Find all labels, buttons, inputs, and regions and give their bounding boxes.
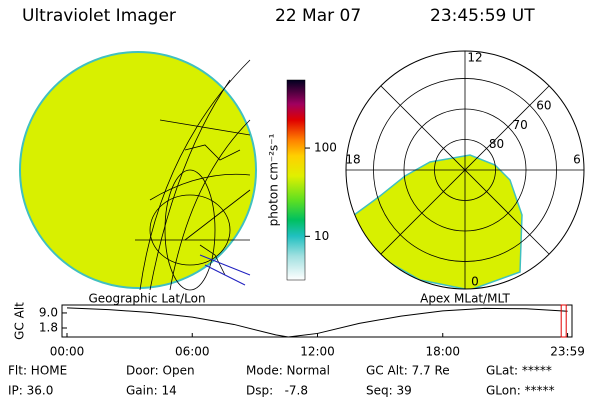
status-field: GC Alt: 7.7 Re — [366, 364, 450, 378]
date: 22 Mar 07 — [275, 6, 361, 26]
globe-image — [19, 51, 257, 291]
x-tick-label: 12:00 — [300, 345, 335, 359]
title: Ultraviolet Imager — [22, 6, 176, 26]
lat-ring — [434, 139, 496, 201]
status-field: IP: 36.0 — [8, 384, 53, 398]
status-field: GLon: ***** — [486, 384, 555, 398]
status-field: Dsp: -7.8 — [246, 384, 308, 398]
colorbar — [286, 79, 306, 281]
status-field: Door: Open — [126, 364, 195, 378]
y-axis-label: GC Alt — [13, 302, 27, 340]
status-field: Seq: 39 — [366, 384, 412, 398]
x-tick-label: 18:00 — [425, 345, 460, 359]
altitude-line — [66, 307, 568, 338]
mlt-label: 0 — [471, 275, 479, 289]
lat-ring-label: 70 — [513, 118, 528, 132]
status-field: Flt: HOME — [8, 364, 67, 378]
mlt-label: 18 — [345, 153, 360, 167]
altitude-frame — [61, 304, 573, 338]
panel-label: Apex MLat/MLT — [420, 292, 510, 306]
mlt-label: 6 — [573, 153, 581, 167]
lat-ring-label: 80 — [489, 137, 504, 151]
status-field: Mode: Normal — [246, 364, 330, 378]
x-tick-label: 00:00 — [50, 345, 85, 359]
lat-ring-label: 60 — [536, 99, 551, 113]
x-tick-label: 23:59 — [550, 345, 585, 359]
status-field: Gain: 14 — [126, 384, 177, 398]
time: 23:45:59 UT — [430, 6, 535, 26]
colorbar-label: photon cm⁻²s⁻¹ — [267, 133, 281, 226]
status-field: GLat: ***** — [486, 364, 552, 378]
lat-ring — [373, 78, 557, 262]
x-tick-label: 06:00 — [175, 345, 210, 359]
colorbar-tick-label: 100 — [314, 141, 337, 155]
mlt-label: 12 — [467, 51, 482, 65]
y-tick-label: 9.0 — [39, 305, 58, 319]
colorbar-tick-label: 10 — [314, 229, 329, 243]
y-tick-label: 1.8 — [39, 321, 58, 335]
time-cursor — [560, 304, 567, 338]
panel-label: Geographic Lat/Lon — [88, 292, 205, 306]
lat-ring — [403, 108, 527, 232]
polar-plot — [345, 50, 585, 290]
